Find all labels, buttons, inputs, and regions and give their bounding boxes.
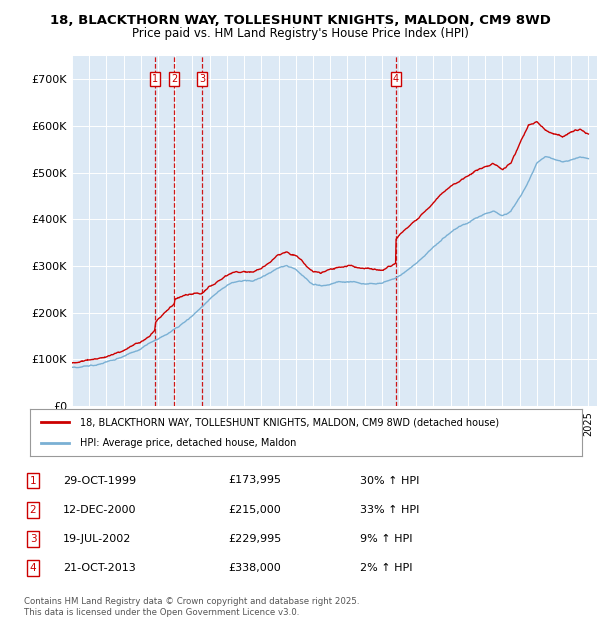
Text: 18, BLACKTHORN WAY, TOLLESHUNT KNIGHTS, MALDON, CM9 8WD (detached house): 18, BLACKTHORN WAY, TOLLESHUNT KNIGHTS, … <box>80 417 499 427</box>
Text: 1: 1 <box>152 74 158 84</box>
Text: 2% ↑ HPI: 2% ↑ HPI <box>360 563 413 573</box>
Text: 3: 3 <box>29 534 37 544</box>
Text: 12-DEC-2000: 12-DEC-2000 <box>63 505 137 515</box>
Text: £215,000: £215,000 <box>228 505 281 515</box>
Text: 18, BLACKTHORN WAY, TOLLESHUNT KNIGHTS, MALDON, CM9 8WD: 18, BLACKTHORN WAY, TOLLESHUNT KNIGHTS, … <box>50 14 550 27</box>
Text: Contains HM Land Registry data © Crown copyright and database right 2025.
This d: Contains HM Land Registry data © Crown c… <box>24 598 359 617</box>
Text: 2: 2 <box>29 505 37 515</box>
Text: 3: 3 <box>199 74 205 84</box>
Text: 1: 1 <box>29 476 37 485</box>
Text: £173,995: £173,995 <box>228 476 281 485</box>
Text: £338,000: £338,000 <box>228 563 281 573</box>
Text: 30% ↑ HPI: 30% ↑ HPI <box>360 476 419 485</box>
Text: 4: 4 <box>392 74 398 84</box>
Text: 19-JUL-2002: 19-JUL-2002 <box>63 534 131 544</box>
Text: 21-OCT-2013: 21-OCT-2013 <box>63 563 136 573</box>
Text: 9% ↑ HPI: 9% ↑ HPI <box>360 534 413 544</box>
Text: HPI: Average price, detached house, Maldon: HPI: Average price, detached house, Mald… <box>80 438 296 448</box>
Text: 29-OCT-1999: 29-OCT-1999 <box>63 476 136 485</box>
Text: Price paid vs. HM Land Registry's House Price Index (HPI): Price paid vs. HM Land Registry's House … <box>131 27 469 40</box>
Text: £229,995: £229,995 <box>228 534 281 544</box>
Text: 4: 4 <box>29 563 37 573</box>
Text: 2: 2 <box>171 74 178 84</box>
Text: 33% ↑ HPI: 33% ↑ HPI <box>360 505 419 515</box>
